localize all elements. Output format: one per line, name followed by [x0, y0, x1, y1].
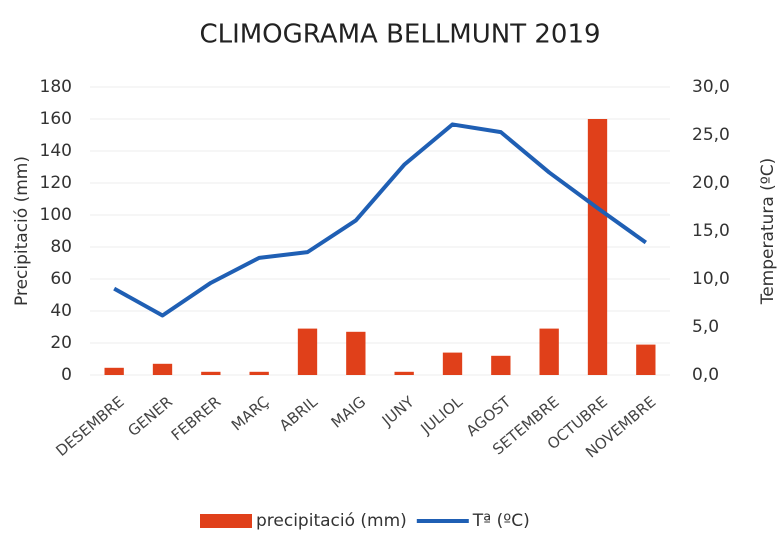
y-tick-label: 120: [40, 173, 72, 193]
chart-title: CLIMOGRAMA BELLMUNT 2019: [199, 20, 600, 50]
y-tick-label: 40: [50, 301, 72, 321]
bar: [442, 352, 463, 375]
x-tick-label: JULIOL: [417, 392, 467, 438]
x-tick-label: FEBRER: [168, 393, 225, 445]
bar: [636, 344, 656, 375]
legend-label: Tª (ºC): [472, 511, 530, 531]
legend-label: precipitació (mm): [256, 511, 407, 531]
y-tick-label: 80: [50, 237, 72, 257]
bar: [201, 371, 221, 375]
y2-tick-label: 10,0: [692, 269, 730, 289]
y-tick-label: 140: [40, 141, 72, 161]
y-tick-label: 20: [50, 333, 72, 353]
y-tick-label: 180: [40, 77, 72, 97]
y-tick-label: 100: [40, 205, 72, 225]
x-tick-label: GENER: [124, 393, 176, 440]
y2-tick-label: 5,0: [692, 317, 719, 337]
bar: [491, 355, 511, 375]
y2-tick-label: 25,0: [692, 125, 730, 145]
y-tick-label: 0: [61, 365, 72, 385]
y2-axis-label: Temperatura (ºC): [758, 158, 778, 306]
bar: [104, 367, 124, 375]
bar: [346, 331, 366, 375]
bar: [152, 363, 173, 375]
x-tick-label: JUNY: [378, 392, 418, 430]
legend-swatch: [200, 514, 252, 528]
line: [113, 122, 647, 318]
x-tick-label: DESEMBRE: [52, 393, 127, 460]
y2-tick-label: 20,0: [692, 173, 730, 193]
y2-tick-label: 0,0: [692, 365, 719, 385]
x-tick-label: MARÇ: [228, 393, 273, 435]
bar: [394, 371, 414, 375]
x-tick-label: MAIG: [328, 393, 370, 432]
bar: [539, 328, 559, 375]
x-tick-label: ABRIL: [276, 392, 322, 434]
y-axis-label: Precipitació (mm): [12, 156, 32, 306]
y2-tick-label: 15,0: [692, 221, 730, 241]
y-tick-label: 60: [50, 269, 72, 289]
bar: [587, 119, 608, 375]
bar: [249, 371, 269, 375]
y2-tick-label: 30,0: [692, 77, 730, 97]
y-tick-label: 160: [40, 109, 72, 129]
bar: [297, 328, 318, 375]
